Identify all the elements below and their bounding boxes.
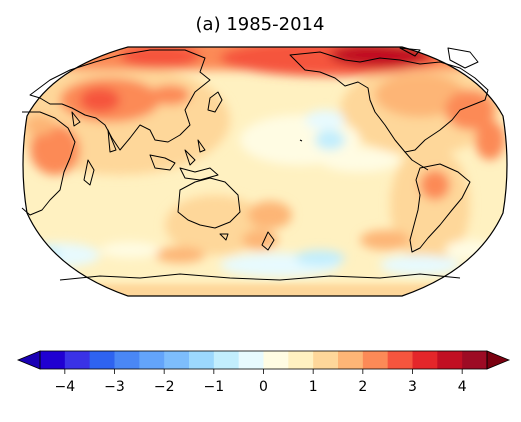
- colorbar-cell: [338, 351, 364, 369]
- colorbar-ticks: −4 −3 −2 −1 0 1 2 3 4: [55, 369, 467, 395]
- colorbar-cell: [189, 351, 215, 369]
- colorbar-cells: [40, 351, 488, 369]
- colorbar-cell: [437, 351, 463, 369]
- colorbar-cell: [89, 351, 115, 369]
- colorbar-cell: [263, 351, 289, 369]
- colorbar-tick-label: 0: [259, 379, 268, 395]
- colorbar-tick-label: −4: [55, 379, 76, 395]
- colorbar-tick-label: 1: [309, 379, 318, 395]
- colorbar-cell: [313, 351, 339, 369]
- colorbar-extend-under: [16, 350, 41, 370]
- colorbar-cell: [362, 351, 389, 369]
- map-panel: [21, 46, 508, 297]
- colorbar-cell: [387, 351, 413, 369]
- colorbar-cell: [164, 351, 190, 369]
- colorbar-tick-label: 3: [408, 379, 417, 395]
- colorbar: −4 −3 −2 −1 0 1 2 3 4: [16, 350, 511, 395]
- coastlines: [21, 47, 489, 281]
- colorbar-cell: [412, 351, 438, 369]
- anomaly-field: [23, 47, 507, 296]
- colorbar-cell: [462, 351, 488, 369]
- colorbar-cell: [64, 351, 91, 369]
- colorbar-extend-over: [486, 350, 511, 370]
- colorbar-cell: [139, 351, 165, 369]
- globe-outline: [22, 46, 508, 297]
- antarctic-band: [23, 284, 507, 296]
- colorbar-tick-label: −2: [154, 379, 175, 395]
- colorbar-tick-label: −3: [104, 379, 125, 395]
- colorbar-tick-label: 2: [358, 379, 367, 395]
- colorbar-tick-label: −1: [204, 379, 225, 395]
- map-title: (a) 1985-2014: [196, 14, 325, 35]
- colorbar-cell: [288, 351, 314, 369]
- colorbar-cell: [238, 351, 264, 369]
- colorbar-cell: [213, 351, 240, 369]
- colorbar-cell: [40, 351, 66, 369]
- colorbar-tick-label: 4: [458, 379, 467, 395]
- colorbar-cell: [114, 351, 140, 369]
